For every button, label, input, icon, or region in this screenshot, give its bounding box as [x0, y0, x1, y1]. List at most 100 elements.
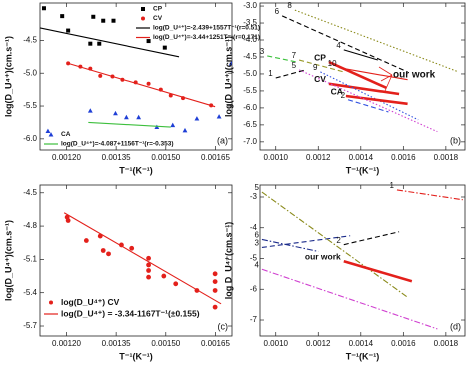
fit-line — [343, 231, 400, 246]
y-axis-label: log(D_U⁴⁺)(cm.s⁻¹) — [223, 36, 233, 117]
fit-line — [343, 49, 378, 61]
fit-line — [345, 94, 408, 106]
plot-area — [63, 212, 222, 310]
line-label: 4 — [336, 41, 341, 50]
x-axis-label: T⁻¹(K⁻¹) — [346, 351, 380, 361]
fit-line — [40, 27, 180, 58]
panel-label: (a) — [217, 135, 228, 145]
line-label: 2 — [336, 236, 341, 245]
line-label: 3 — [254, 239, 259, 248]
y-tick-label: -4.0 — [243, 35, 257, 44]
point — [146, 81, 151, 86]
x-tick-label: 0.0018 — [434, 153, 459, 162]
y-tick-label: -3 — [250, 192, 258, 201]
x-tick-label: 0.0016 — [391, 339, 416, 348]
line-label: 4 — [254, 260, 259, 269]
y-tick-label: -6.0 — [23, 134, 37, 143]
plot-area — [261, 189, 463, 330]
legend-label: log(D_U⁴⁺)=-4.087+1156T⁻¹(r=-0.353) — [61, 141, 174, 148]
plot-area — [40, 6, 232, 133]
y-tick-label: -5.7 — [23, 321, 37, 330]
point — [173, 281, 179, 287]
point — [212, 288, 218, 293]
annotation-arrow — [384, 74, 393, 92]
y-tick-label: -4.5 — [243, 52, 257, 61]
y-tick-label: -5.5 — [243, 86, 257, 95]
line-label: 7 — [292, 51, 297, 60]
y-tick-label: -5.0 — [23, 68, 37, 77]
point — [113, 110, 118, 116]
line-label: 3 — [260, 47, 265, 56]
fit-line — [328, 60, 387, 90]
x-tick-label: 0.00135 — [102, 339, 131, 348]
fit-line — [261, 238, 319, 252]
y-tick-label: -4.8 — [23, 221, 37, 230]
annotation-arrow — [378, 66, 393, 76]
x-tick-label: 0.00120 — [52, 153, 81, 162]
point — [83, 238, 89, 243]
point — [146, 274, 151, 280]
point — [98, 73, 103, 78]
panel-label: (b) — [450, 135, 461, 145]
point — [146, 39, 151, 44]
point — [100, 248, 106, 253]
y-tick-label: -3.5 — [243, 18, 257, 27]
line-label: 10 — [328, 59, 337, 68]
x-tick-label: 0.00135 — [102, 153, 131, 162]
x-tick-label: 0.00150 — [151, 339, 180, 348]
point — [60, 14, 65, 19]
point — [216, 114, 222, 119]
point — [111, 18, 116, 23]
line-label: 6 — [275, 7, 280, 16]
x-tick-label: 0.00120 — [52, 339, 81, 348]
point — [146, 255, 151, 261]
fit-line — [347, 99, 389, 113]
fit-line — [261, 191, 408, 298]
fit-line — [275, 69, 306, 79]
legend-label: CA — [61, 131, 71, 138]
line-label: 1 — [268, 69, 273, 78]
legend-marker — [141, 7, 145, 11]
point — [88, 41, 93, 46]
fit-line — [67, 62, 216, 108]
point — [161, 273, 167, 279]
x-tick-label: 0.0014 — [349, 339, 374, 348]
legend-label: log(D_U⁴⁺)=-3.44+1251T⁻¹(r=0.171) — [153, 34, 260, 41]
line-label: 1 — [389, 181, 394, 190]
annotation: our work — [393, 70, 436, 81]
x-tick-label: 0.0016 — [391, 153, 416, 162]
point — [136, 114, 142, 120]
y-axis-label: log D_U⁴⁺(cm.s⁻¹) — [223, 222, 233, 299]
fit-line — [261, 268, 438, 330]
fit-line — [298, 69, 438, 133]
panel-label: (d) — [450, 321, 461, 331]
y-axis-label: log(D_U⁴⁺)(cm.s⁻¹) — [3, 220, 13, 301]
point — [170, 122, 176, 128]
point — [129, 245, 135, 251]
point — [124, 114, 129, 120]
plot-frame — [259, 2, 466, 151]
y-tick-label: -5.4 — [23, 288, 37, 297]
fit-line — [63, 212, 222, 305]
legend-label: log(D_U⁴⁺)=-2.439+1557T⁻¹(r=0.51) — [153, 25, 260, 32]
x-axis-label: T⁻¹(K⁻¹) — [119, 165, 153, 175]
line-label: 5 — [292, 61, 297, 70]
legend-marker — [48, 132, 54, 137]
plot-frame — [259, 184, 466, 337]
line-label: CA — [331, 86, 343, 96]
point — [212, 279, 218, 284]
point — [91, 14, 96, 19]
line-label: 2 — [341, 91, 346, 100]
point — [168, 93, 173, 98]
x-tick-label: 0.0012 — [306, 153, 331, 162]
x-tick-label: 0.00165 — [201, 153, 230, 162]
fit-line — [339, 67, 408, 81]
point — [87, 108, 93, 113]
y-tick-label: -5.5 — [23, 101, 37, 110]
y-tick-label: -6.5 — [243, 120, 257, 129]
legend-label: CV — [153, 15, 163, 22]
annotation-arrow — [380, 74, 393, 82]
fit-line — [281, 15, 408, 73]
y-tick-label: -3.0 — [243, 1, 257, 10]
fit-line — [88, 121, 171, 128]
